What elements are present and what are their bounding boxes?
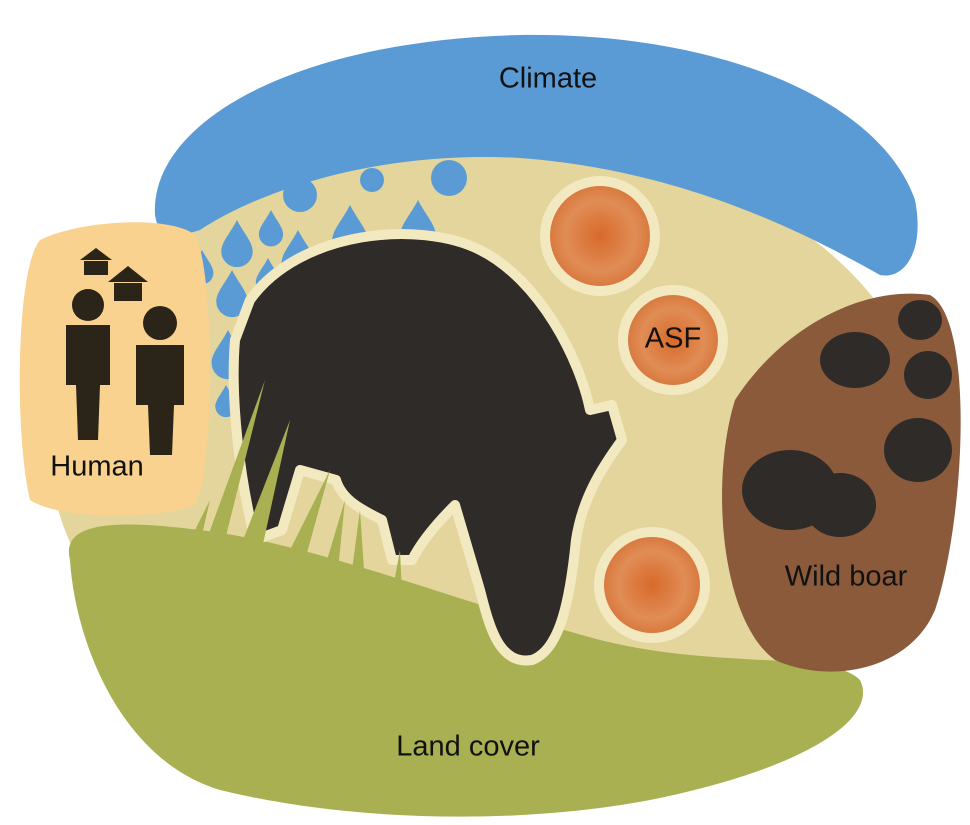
label: Land cover [396,731,540,763]
diagram: Climate Human ASF Wild boar Land cover [0,0,970,825]
label: Human [50,451,144,483]
label: ASF [645,323,701,355]
page: {"labels": {"climate": "Climate", "human… [0,0,970,825]
label: Climate [499,63,597,95]
label: Wild boar [785,561,908,593]
